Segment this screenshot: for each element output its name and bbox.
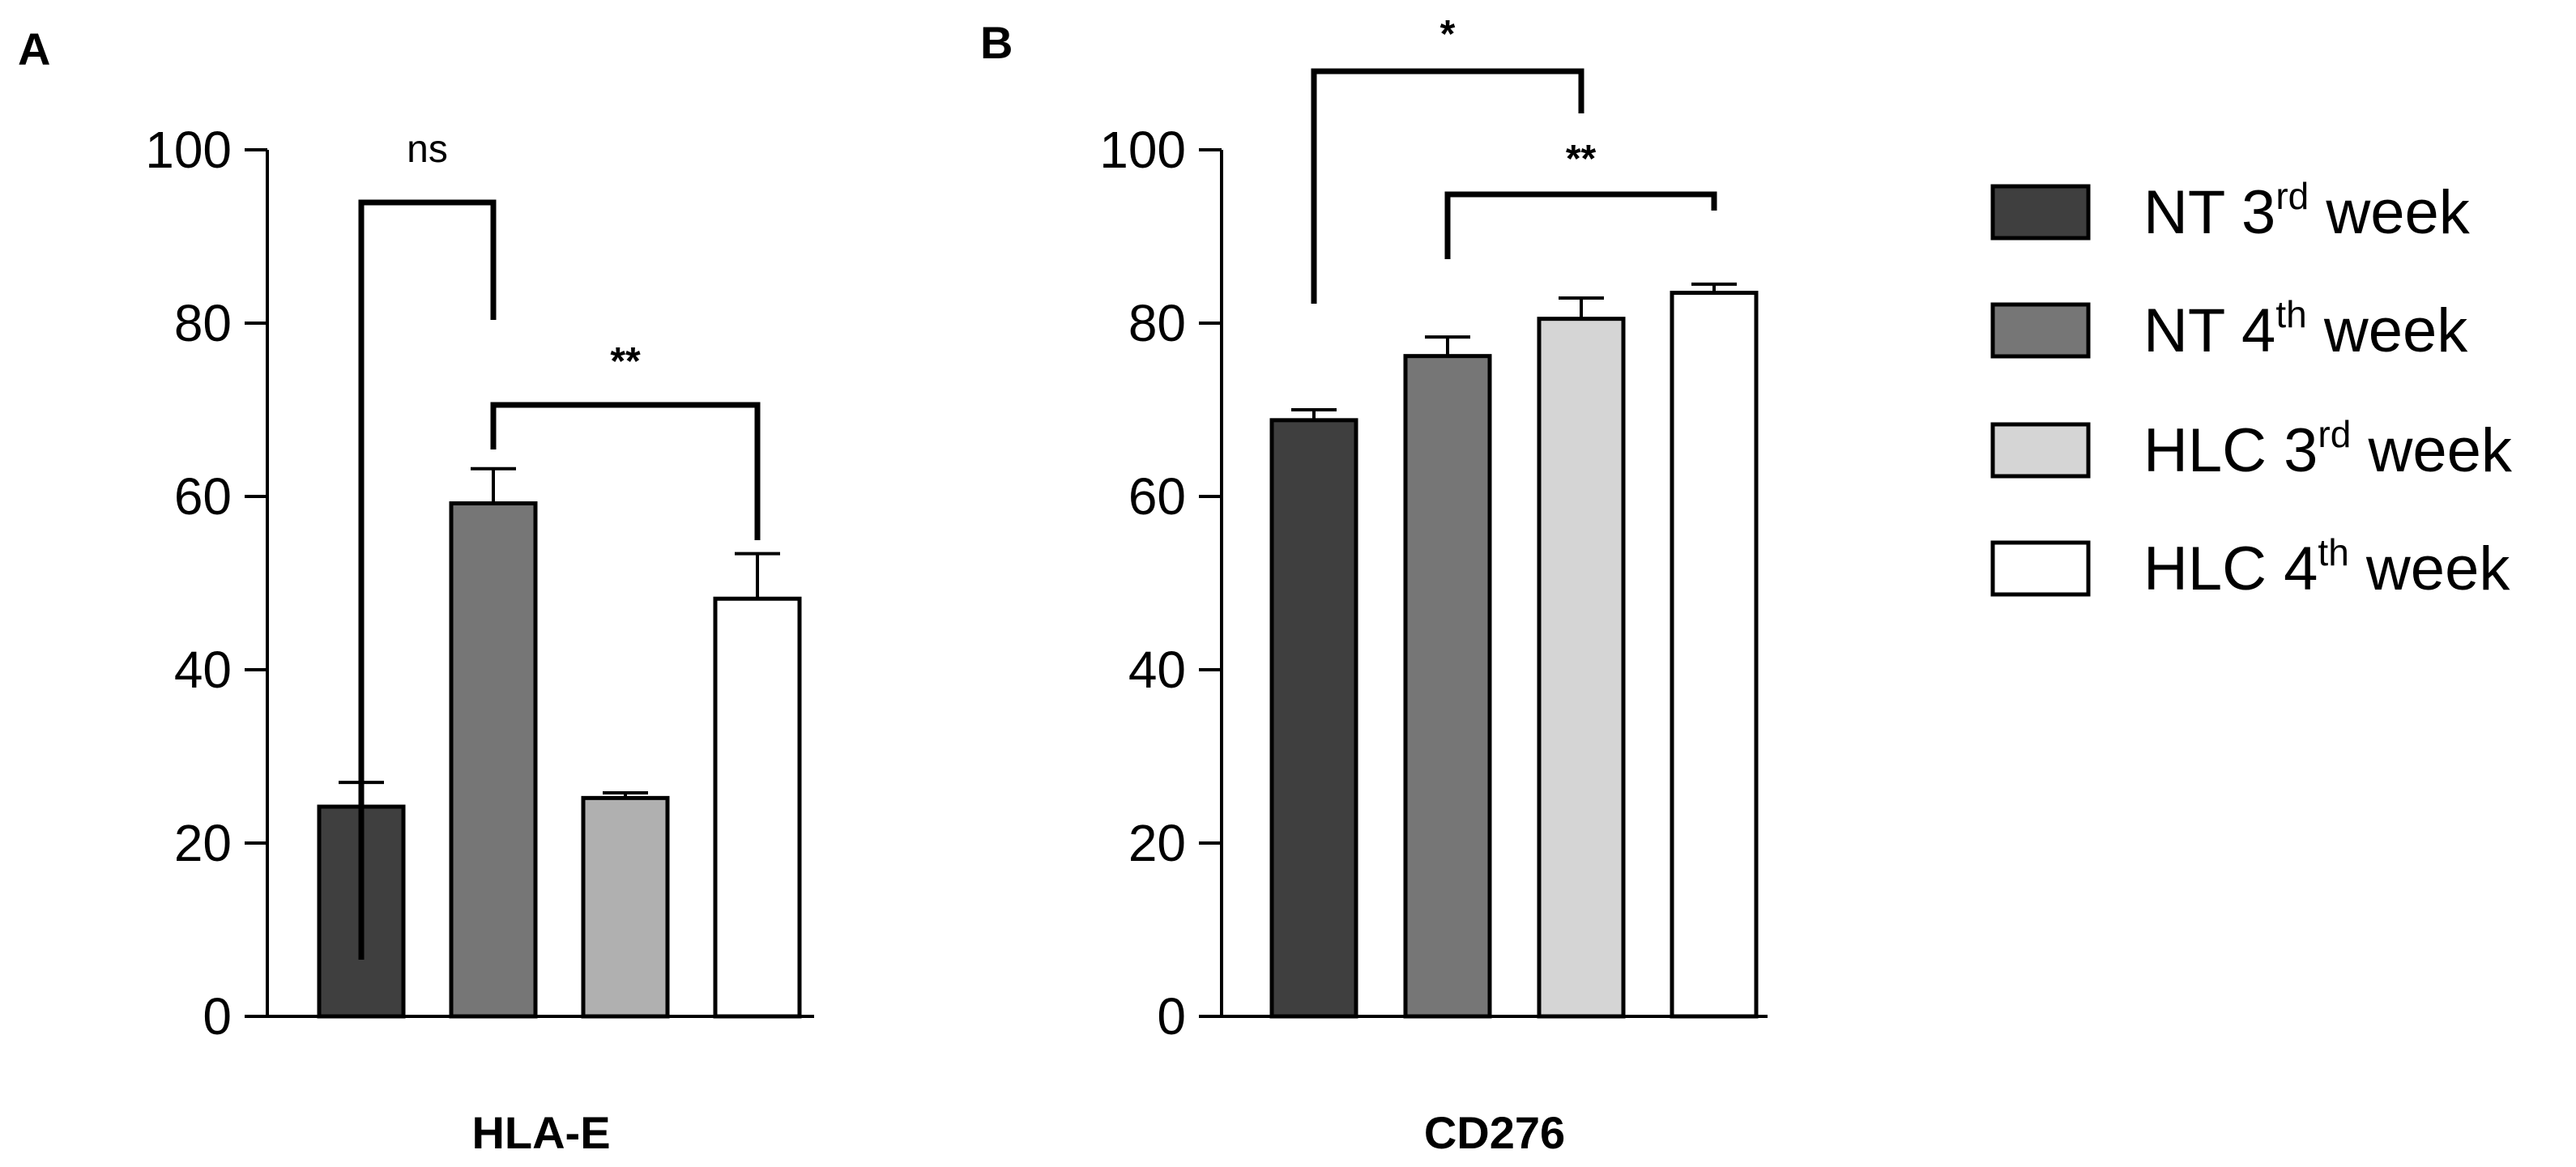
y-tick-label: 40 xyxy=(1128,641,1186,699)
panel-label-a: A xyxy=(18,23,50,75)
significance-label: ns xyxy=(407,128,448,171)
bar xyxy=(1403,354,1492,1019)
y-tick-label: 20 xyxy=(174,814,232,872)
significance-bracket xyxy=(1444,191,1717,259)
significance-label: ** xyxy=(610,340,641,383)
y-tick-label: 0 xyxy=(1157,987,1186,1046)
y-tick-label: 0 xyxy=(203,987,232,1046)
y-tick-label: 20 xyxy=(1128,814,1186,872)
bar xyxy=(581,795,670,1019)
panel-label-b: B xyxy=(980,17,1013,68)
y-tick-label: 100 xyxy=(1099,121,1186,179)
y-tick-label: 40 xyxy=(174,641,232,699)
bar xyxy=(1670,291,1759,1019)
legend-swatch xyxy=(1990,540,2091,597)
legend-swatch xyxy=(1990,302,2091,359)
panel-a-chart: A 0 20 40 60 80 100 ns ** HLA-E xyxy=(18,23,814,1158)
significance-bracket xyxy=(490,402,761,540)
x-axis-title: CD276 xyxy=(1424,1107,1565,1158)
y-tick-label: 80 xyxy=(174,294,232,352)
bar xyxy=(713,596,802,1019)
bar xyxy=(449,501,538,1019)
bar xyxy=(1537,317,1626,1019)
legend-item-label: NT 4th week xyxy=(2143,293,2468,365)
legend-swatch xyxy=(1990,184,2091,241)
legend-item-label: HLC 3rd week xyxy=(2143,413,2513,485)
bar xyxy=(1269,418,1358,1019)
legend: NT 3rd week NT 4th week HLC 3rd week HLC 4t… xyxy=(1990,175,2513,603)
legend-item-label: NT 3rd week xyxy=(2143,175,2471,247)
y-tick-label: 80 xyxy=(1128,294,1186,352)
significance-bracket xyxy=(1311,68,1584,304)
significance-bracket xyxy=(358,199,497,960)
significance-label: * xyxy=(1440,13,1456,56)
legend-item-label: HLC 4th week xyxy=(2143,531,2510,603)
y-tick-label: 100 xyxy=(145,121,232,179)
significance-label: ** xyxy=(1566,138,1597,181)
x-axis-title: HLA-E xyxy=(471,1107,610,1158)
y-tick-label: 60 xyxy=(174,467,232,526)
y-tick-label: 60 xyxy=(1128,467,1186,526)
legend-swatch xyxy=(1990,422,2091,479)
